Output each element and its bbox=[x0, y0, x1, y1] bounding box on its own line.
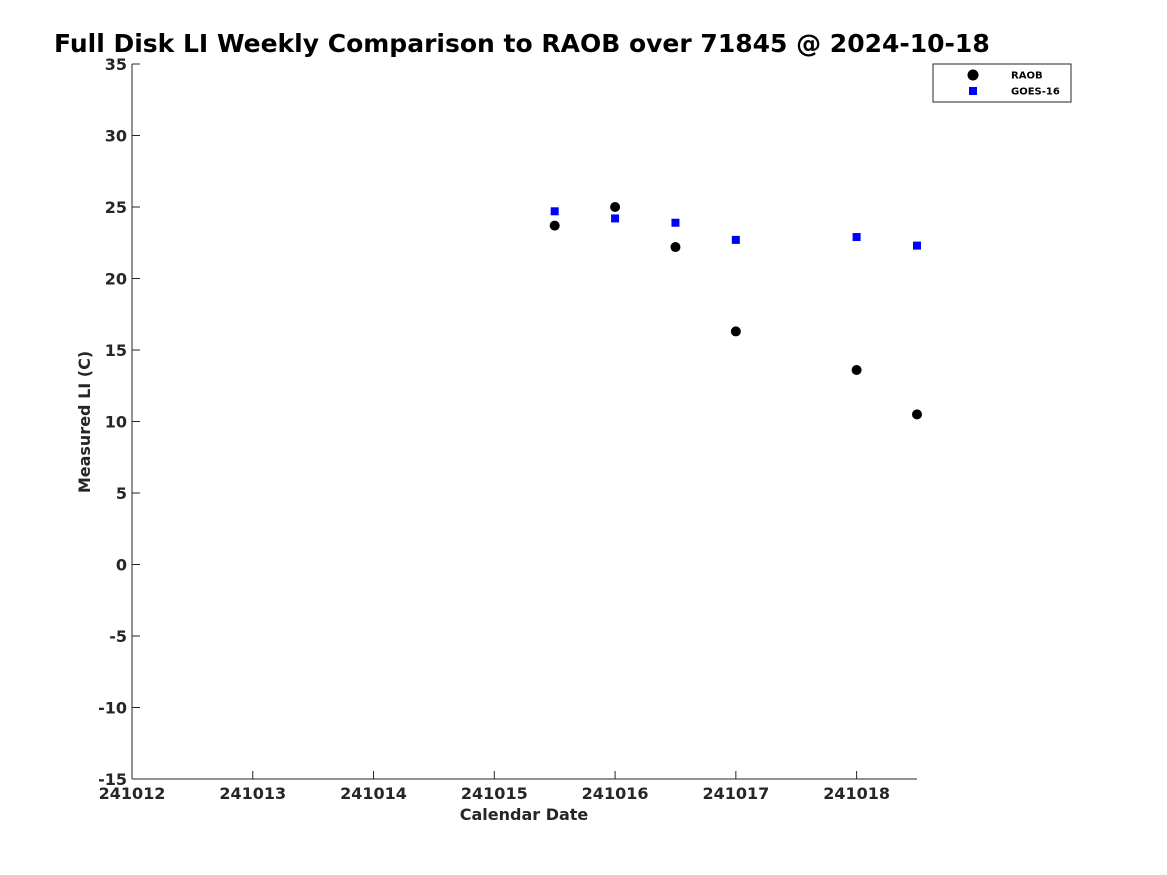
data-point-raob bbox=[851, 365, 862, 376]
legend: RAOB GOES-16 bbox=[932, 63, 1072, 103]
chart-title: Full Disk LI Weekly Comparison to RAOB o… bbox=[54, 29, 990, 58]
data-point-raob bbox=[670, 242, 681, 253]
legend-marker-goes bbox=[969, 87, 977, 95]
x-ticks: 241012 241013 241014 241015 241016 241017 2410… bbox=[99, 771, 890, 803]
y-tick-label: 15 bbox=[105, 341, 127, 360]
y-tick-label: 25 bbox=[105, 198, 127, 217]
y-tick-label: -15 bbox=[98, 770, 127, 789]
y-tick-label: 35 bbox=[105, 55, 127, 74]
x-tick-label: 241018 bbox=[823, 784, 890, 803]
x-tick-label: 241012 bbox=[99, 784, 166, 803]
legend-marker-raob bbox=[967, 69, 979, 81]
y-tick-label: 0 bbox=[116, 556, 127, 575]
y-tick-label: 30 bbox=[105, 127, 127, 146]
y-tick-label: 20 bbox=[105, 270, 127, 289]
data-point-goes-16 bbox=[852, 233, 861, 242]
y-axis-label: Measured LI (C) bbox=[75, 351, 94, 493]
data-point-raob bbox=[912, 409, 922, 420]
x-tick-label: 241017 bbox=[702, 784, 769, 803]
data-point-goes-16 bbox=[550, 207, 559, 216]
x-axis-label: Calendar Date bbox=[460, 805, 589, 824]
x-tick-label: 241015 bbox=[461, 784, 528, 803]
data-point-goes-16 bbox=[611, 214, 620, 223]
y-tick-label: -10 bbox=[98, 699, 127, 718]
data-point-goes-16 bbox=[671, 218, 680, 227]
data-points bbox=[549, 202, 922, 420]
y-tick-label: -5 bbox=[109, 627, 127, 646]
data-point-goes-16 bbox=[913, 241, 921, 250]
y-ticks: -15 -10 -5 0 5 10 15 20 25 30 35 bbox=[98, 55, 140, 789]
legend-label-goes: GOES-16 bbox=[1011, 87, 1060, 98]
axes bbox=[131, 64, 917, 780]
data-point-raob bbox=[730, 326, 741, 337]
y-tick-label: 10 bbox=[105, 413, 127, 432]
data-point-raob bbox=[610, 202, 621, 212]
legend-label-raob: RAOB bbox=[1011, 71, 1043, 82]
data-point-goes-16 bbox=[731, 235, 740, 244]
legend-box bbox=[932, 63, 1072, 103]
x-tick-label: 241013 bbox=[219, 784, 286, 803]
x-tick-label: 241016 bbox=[582, 784, 649, 803]
x-tick-label: 241014 bbox=[340, 784, 407, 803]
y-tick-label: 5 bbox=[116, 484, 127, 503]
data-point-raob bbox=[549, 220, 560, 231]
